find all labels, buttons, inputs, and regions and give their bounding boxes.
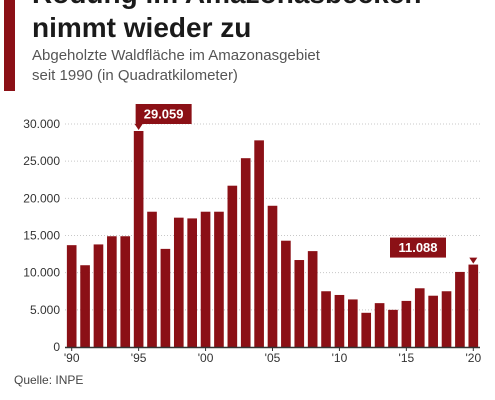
bar xyxy=(281,240,291,347)
bar xyxy=(93,244,104,347)
bar xyxy=(147,211,157,347)
bar xyxy=(227,185,238,347)
bar xyxy=(455,271,465,347)
bar xyxy=(173,217,184,347)
y-tick-label: 10.000 xyxy=(23,266,60,280)
y-tick-label: 15.000 xyxy=(23,229,60,243)
callout-box xyxy=(390,237,446,258)
subtitle-line-2: seit 1990 (in Quadratkilometer) xyxy=(32,67,238,84)
bar xyxy=(160,248,171,347)
bar xyxy=(187,218,197,347)
bar xyxy=(374,303,385,347)
bar xyxy=(294,260,305,347)
x-tick-label: '95 xyxy=(131,351,147,365)
x-tick-label: '90 xyxy=(64,351,80,365)
callout-box xyxy=(135,103,192,124)
bar xyxy=(240,158,251,347)
y-tick-label: 5.000 xyxy=(30,303,60,317)
y-tick-label: 20.000 xyxy=(23,191,60,205)
bar xyxy=(334,294,345,347)
bar xyxy=(267,205,278,347)
chart-subtitle: Abgeholzte Waldfläche im Amazonasgebiet … xyxy=(32,46,472,86)
callout-pointer xyxy=(134,123,143,130)
bar xyxy=(388,309,398,347)
bar xyxy=(214,211,224,347)
bar xyxy=(348,299,358,347)
bar xyxy=(107,236,117,347)
bar xyxy=(401,300,412,347)
y-tick-label: 30.000 xyxy=(23,117,60,131)
bar xyxy=(120,236,131,347)
bar xyxy=(414,288,425,347)
chart-title: Rodung im Amazonasbecken nimmt wieder zu xyxy=(32,0,492,45)
value-callout: 11.088 xyxy=(390,237,478,264)
x-tick-label: '00 xyxy=(198,351,214,365)
callout-label: 11.088 xyxy=(398,240,437,255)
value-callout: 29.059 xyxy=(134,103,192,130)
title-line-1: Rodung im Amazonasbecken xyxy=(32,0,492,11)
bar xyxy=(80,265,90,347)
x-tick-label: '05 xyxy=(265,351,281,365)
bar xyxy=(441,291,452,347)
x-tick-label: '15 xyxy=(399,351,415,365)
y-tick-label: 25.000 xyxy=(23,154,60,168)
bar xyxy=(428,295,438,347)
bar xyxy=(468,264,479,347)
y-tick-label: 0 xyxy=(53,340,60,354)
callout-label: 29.059 xyxy=(144,106,184,121)
bar xyxy=(361,312,372,347)
x-tick-label: '20 xyxy=(465,351,481,365)
bar xyxy=(200,211,211,347)
bar xyxy=(307,251,318,347)
source-note: Quelle: INPE xyxy=(14,373,84,387)
bar xyxy=(321,291,331,347)
bar xyxy=(133,130,144,347)
subtitle-line-1: Abgeholzte Waldfläche im Amazonasgebiet xyxy=(32,47,320,64)
callout-pointer xyxy=(469,257,478,264)
bar xyxy=(254,140,264,347)
title-line-2: nimmt wieder zu xyxy=(32,12,252,43)
bar xyxy=(66,245,77,347)
accent-bar xyxy=(4,0,15,91)
x-tick-label: '10 xyxy=(332,351,348,365)
